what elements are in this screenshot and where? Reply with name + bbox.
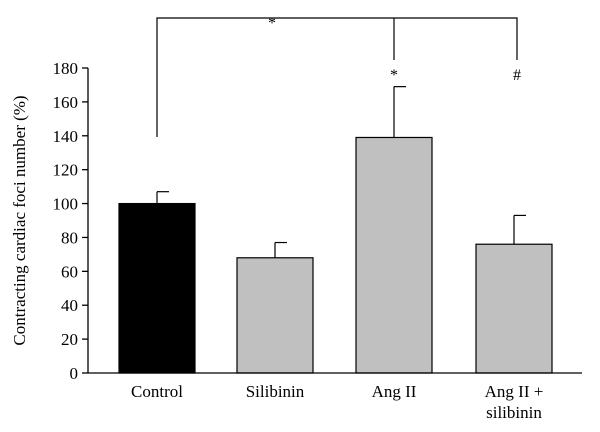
significance-bracket bbox=[156, 17, 518, 137]
y-tick-label: 40 bbox=[61, 296, 78, 315]
y-tick-label: 60 bbox=[61, 262, 78, 281]
angii-star-label: * bbox=[390, 67, 398, 84]
bar-1 bbox=[236, 257, 314, 374]
error-bars-layer bbox=[156, 86, 526, 258]
y-tick-label: 140 bbox=[53, 127, 79, 146]
y-ticks-layer: 0 20 40 60 80 100 120 140 160 180 bbox=[53, 59, 88, 383]
x-labels-layer: Control Silibinin Ang II Ang II + silibinin bbox=[131, 382, 543, 422]
axis-layer bbox=[87, 68, 582, 374]
x-category-label: Ang II + silibinin bbox=[485, 382, 544, 422]
x-category-label: Ang II bbox=[372, 382, 417, 401]
y-tick-label: 120 bbox=[53, 161, 79, 180]
x-category-label: Control bbox=[131, 382, 183, 401]
combo-hash-label: # bbox=[513, 67, 521, 84]
bar-2 bbox=[355, 136, 433, 374]
y-tick-label: 0 bbox=[70, 364, 79, 383]
y-tick-label: 180 bbox=[53, 59, 79, 78]
y-axis-title: Contracting cardiac foci number (%) bbox=[10, 95, 29, 345]
x-category-label: Silibinin bbox=[246, 382, 305, 401]
bar-3 bbox=[475, 243, 553, 374]
y-tick-label: 100 bbox=[53, 195, 79, 214]
y-tick-label: 20 bbox=[61, 330, 78, 349]
bar-0 bbox=[118, 202, 196, 374]
significance-annotations: * * # bbox=[156, 15, 521, 137]
y-tick-label: 80 bbox=[61, 228, 78, 247]
y-tick-label: 160 bbox=[53, 93, 79, 112]
bars-layer bbox=[118, 136, 553, 374]
bracket-star-label: * bbox=[268, 15, 276, 32]
